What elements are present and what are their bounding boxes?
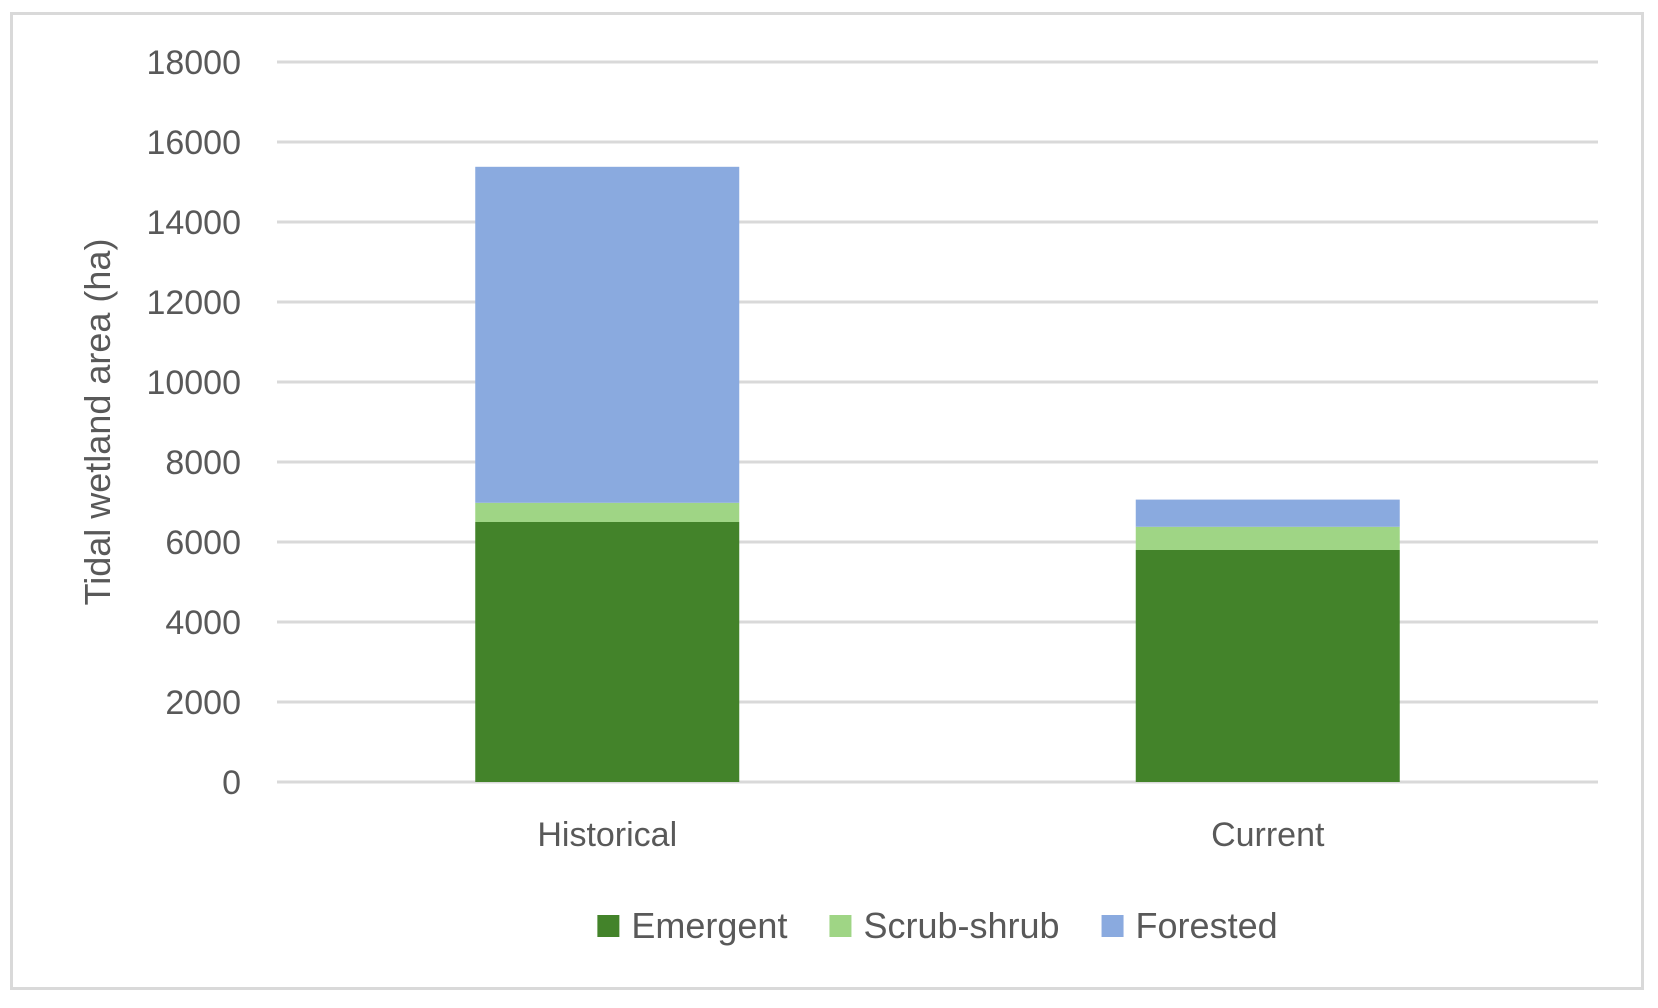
y-tick-label: 6000 <box>165 524 241 562</box>
legend-label: Scrub-shrub <box>863 905 1059 946</box>
y-tick-label: 4000 <box>165 604 241 642</box>
legend-label: Emergent <box>631 905 787 946</box>
legend-label: Forested <box>1136 905 1278 946</box>
gridlines <box>277 60 1598 784</box>
y-tick-label: 2000 <box>165 684 241 722</box>
legend-swatch <box>597 915 620 937</box>
bar-scrub-shrub-historical <box>475 502 740 522</box>
legend-item: Scrub-shrub <box>829 905 1060 946</box>
y-axis-ticks: 0 2000 4000 6000 8000 10000 12000 14000 16000 180… <box>146 44 241 802</box>
y-axis-title: Tidal wetland area (ha) <box>77 239 118 606</box>
legend-swatch <box>1101 915 1124 937</box>
bar-forested-current <box>1135 499 1400 527</box>
legend-swatch <box>829 915 852 937</box>
bar-emergent-current <box>1135 550 1400 782</box>
y-tick-label: 16000 <box>146 124 241 162</box>
bar-scrub-shrub-current <box>1135 526 1400 550</box>
bars <box>475 166 1400 782</box>
y-tick-label: 14000 <box>146 204 241 242</box>
bar-emergent-historical <box>475 522 740 782</box>
legend-item: Forested <box>1101 905 1278 946</box>
x-axis-ticks: Historical Current <box>537 816 1325 854</box>
y-tick-label: 18000 <box>146 44 241 82</box>
y-tick-label: 12000 <box>146 284 241 322</box>
y-tick-label: 10000 <box>146 364 241 402</box>
legend-item: Emergent <box>597 905 787 946</box>
bar-forested-historical <box>475 166 740 503</box>
x-tick-label: Current <box>1211 816 1325 854</box>
y-tick-label: 8000 <box>165 444 241 482</box>
x-tick-label: Historical <box>537 816 677 854</box>
y-tick-label: 0 <box>222 764 241 802</box>
legend: Emergent Scrub-shrub Forested <box>597 905 1278 946</box>
